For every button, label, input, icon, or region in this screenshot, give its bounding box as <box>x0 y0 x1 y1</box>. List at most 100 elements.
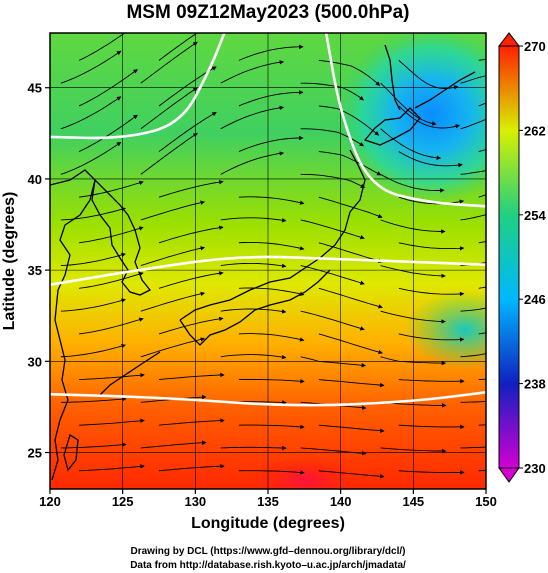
streamline <box>318 151 382 176</box>
streamline <box>398 242 465 251</box>
streamline <box>300 173 366 188</box>
streamline <box>60 141 122 175</box>
streamline <box>220 105 285 130</box>
y-tick-label: 30 <box>28 354 42 369</box>
streamline <box>300 128 365 147</box>
streamline <box>220 354 287 360</box>
streamlines <box>60 33 486 479</box>
streamline <box>460 401 486 403</box>
streamline <box>140 337 206 358</box>
colorbar-bottom-arrow <box>498 467 520 483</box>
streamline <box>398 333 465 342</box>
colorbar-top-arrow <box>497 32 521 47</box>
streamline <box>398 151 463 168</box>
streamline <box>460 214 486 221</box>
streamline <box>140 87 198 130</box>
y-tick-label: 35 <box>28 263 42 278</box>
streamline <box>300 82 365 101</box>
x-tick-label: 125 <box>112 494 134 509</box>
streamline <box>318 105 380 136</box>
plot-area <box>50 33 486 489</box>
streamline <box>140 440 207 449</box>
streamline <box>78 33 126 61</box>
coastlines <box>50 44 476 481</box>
streamline <box>60 298 126 312</box>
streamline <box>460 170 486 175</box>
y-tick-label: 45 <box>28 81 42 96</box>
streamline <box>220 445 287 451</box>
x-tick-label: 150 <box>475 494 497 509</box>
x-axis: 120 125 130 135 140 145 150 <box>39 489 497 509</box>
streamline <box>79 226 144 244</box>
coastline-sakhalin <box>384 44 401 111</box>
streamline <box>238 287 305 297</box>
streamline <box>158 316 224 335</box>
streamline <box>460 446 486 449</box>
streamline <box>79 372 145 381</box>
streamline <box>318 287 383 309</box>
colorbar-tick-label: 246 <box>524 292 546 307</box>
streamline <box>220 151 285 175</box>
streamline <box>158 463 225 472</box>
x-tick-label: 140 <box>330 494 352 509</box>
x-tick-label: 130 <box>184 494 206 509</box>
y-tick-label: 25 <box>28 446 42 461</box>
streamline <box>238 379 305 384</box>
streamline <box>78 114 138 152</box>
x-axis-label: Longitude (degrees) <box>191 515 345 532</box>
streamline <box>300 356 367 368</box>
y-tick-label: 40 <box>28 172 42 187</box>
streamline <box>238 241 305 251</box>
colorbar-tick-label: 270 <box>524 39 546 54</box>
colorbar: 230 238 246 254 262 270 <box>497 32 546 483</box>
streamline <box>60 252 126 267</box>
contour-line <box>50 391 486 407</box>
streamline <box>220 262 287 269</box>
streamline <box>380 265 446 279</box>
streamline <box>318 333 383 355</box>
streamline <box>380 128 442 161</box>
contour-line <box>50 255 486 286</box>
streamline <box>238 424 305 430</box>
credit-data: Data from http://database.rish.kyoto–u.a… <box>130 560 406 571</box>
streamline <box>238 44 304 61</box>
colorbar-tick-label: 230 <box>524 461 546 476</box>
streamline <box>60 442 127 449</box>
streamline <box>60 50 122 84</box>
streamline <box>380 173 445 193</box>
streamline <box>238 333 305 342</box>
streamline <box>238 135 304 152</box>
streamline <box>158 271 224 289</box>
streamline <box>318 424 385 433</box>
streamline <box>398 60 459 90</box>
streamline <box>318 59 381 86</box>
streamline <box>300 265 365 285</box>
streamline <box>460 353 486 358</box>
streamline <box>79 464 145 472</box>
streamline <box>318 379 385 388</box>
streamline <box>398 196 465 205</box>
streamline <box>380 356 447 366</box>
streamline <box>79 317 144 335</box>
colorbar-scale <box>498 45 520 469</box>
streamline <box>158 225 224 244</box>
streamline <box>60 343 126 358</box>
streamline <box>300 310 365 331</box>
streamline <box>380 219 446 234</box>
coastline-kurils <box>414 71 476 109</box>
streamline <box>318 196 383 219</box>
streamline <box>220 217 287 223</box>
streamline <box>238 470 305 475</box>
colorbar-tick-label: 238 <box>524 377 546 392</box>
streamline <box>78 69 138 107</box>
colorbar-ticks: 230 238 246 254 262 270 <box>519 39 546 476</box>
streamline <box>318 470 385 479</box>
streamline <box>300 447 367 456</box>
streamline <box>460 75 486 84</box>
coastline-japan <box>179 149 366 321</box>
streamline <box>220 308 287 314</box>
x-tick-label: 135 <box>257 494 279 509</box>
streamline <box>380 82 437 126</box>
streamline <box>60 96 122 130</box>
